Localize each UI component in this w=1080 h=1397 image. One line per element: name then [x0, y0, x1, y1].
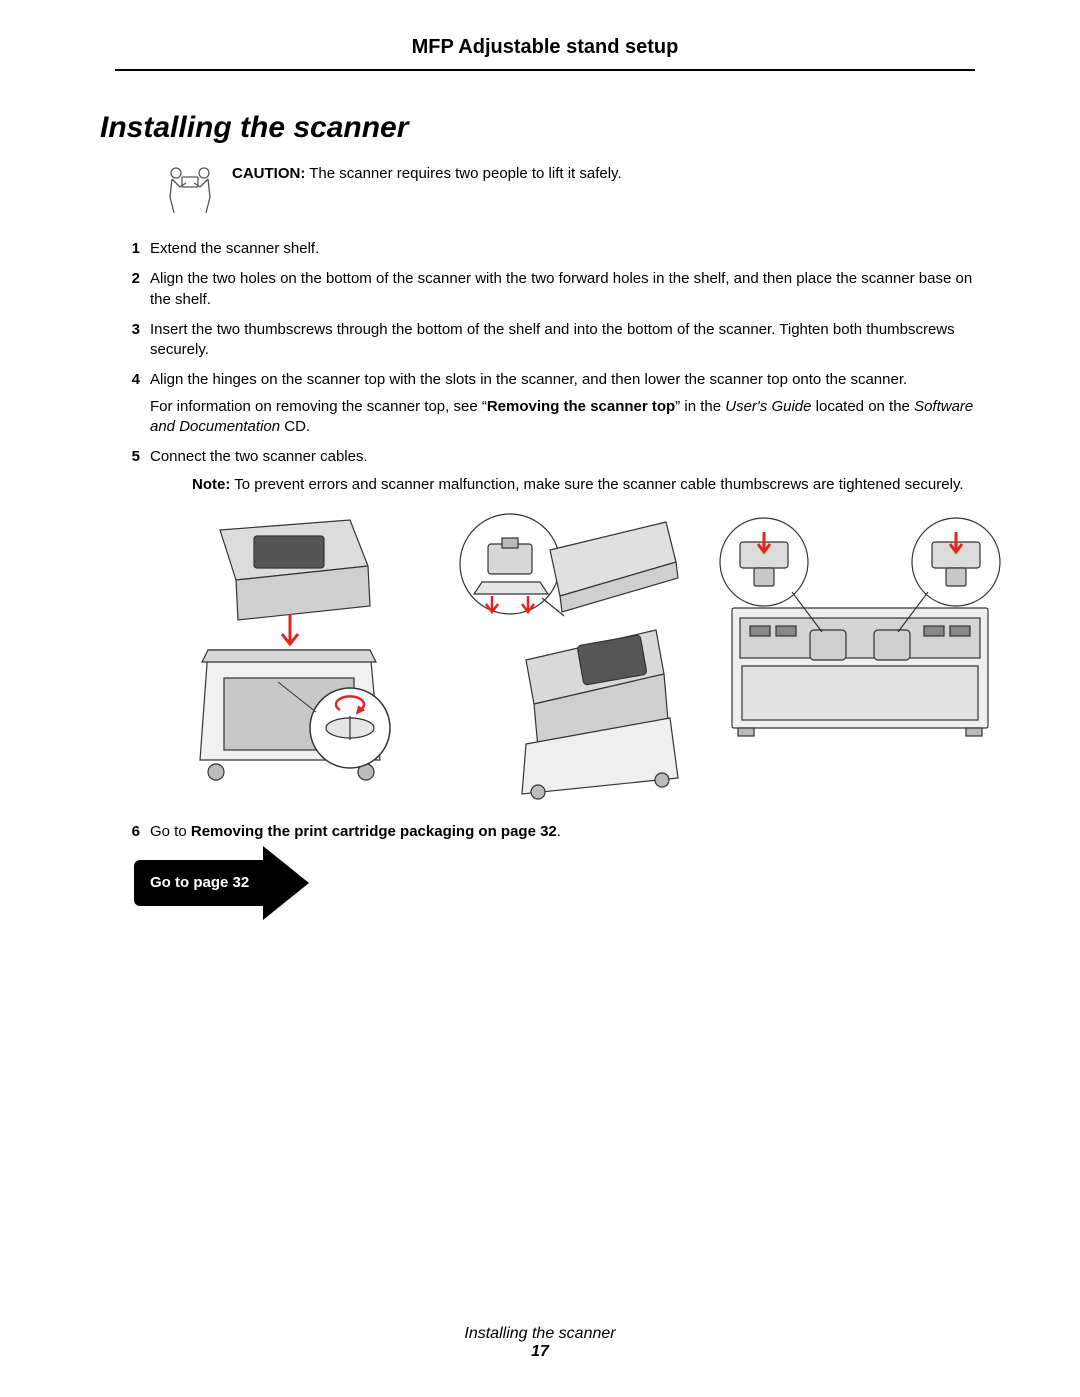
caution-text: CAUTION: The scanner requires two people…	[232, 165, 622, 182]
figures-row	[180, 510, 990, 800]
caution-body: The scanner requires two people to lift …	[309, 165, 621, 182]
step-4-info: For information on removing the scanner …	[150, 397, 990, 438]
step-6: Go to Removing the print cartridge packa…	[120, 822, 990, 842]
step-4: Align the hinges on the scanner top with…	[120, 370, 990, 437]
step-2: Align the two holes on the bottom of the…	[120, 269, 990, 310]
go-to-page-arrow: Go to page 32	[134, 860, 990, 906]
step-3: Insert the two thumbscrews through the b…	[120, 320, 990, 361]
footer-section-title: Installing the scanner	[0, 1325, 1080, 1343]
footer-page-number: 17	[0, 1343, 1080, 1361]
step-5: Connect the two scanner cables. Note: To…	[120, 447, 990, 800]
step-list: Extend the scanner shelf. Align the two …	[120, 239, 990, 842]
manual-page: MFP Adjustable stand setup Installing th…	[0, 0, 1080, 1397]
note-body: To prevent errors and scanner malfunctio…	[234, 476, 963, 493]
note-label: Note:	[192, 476, 230, 493]
section-heading: Installing the scanner	[100, 111, 990, 145]
page-header: MFP Adjustable stand setup	[100, 36, 990, 59]
header-divider	[115, 69, 975, 71]
figure-rear-panel	[710, 510, 1010, 800]
two-people-lift-icon	[160, 163, 220, 215]
go-to-page-label: Go to page 32	[134, 860, 265, 906]
caution-label: CAUTION:	[232, 165, 305, 182]
step-1: Extend the scanner shelf.	[120, 239, 990, 259]
figure-scanner-on-stand	[180, 510, 410, 800]
figure-scanner-top	[430, 510, 690, 800]
caution-block: CAUTION: The scanner requires two people…	[160, 163, 990, 215]
page-footer: Installing the scanner 17	[0, 1325, 1080, 1361]
step-5-note: Note: To prevent errors and scanner malf…	[192, 475, 990, 495]
